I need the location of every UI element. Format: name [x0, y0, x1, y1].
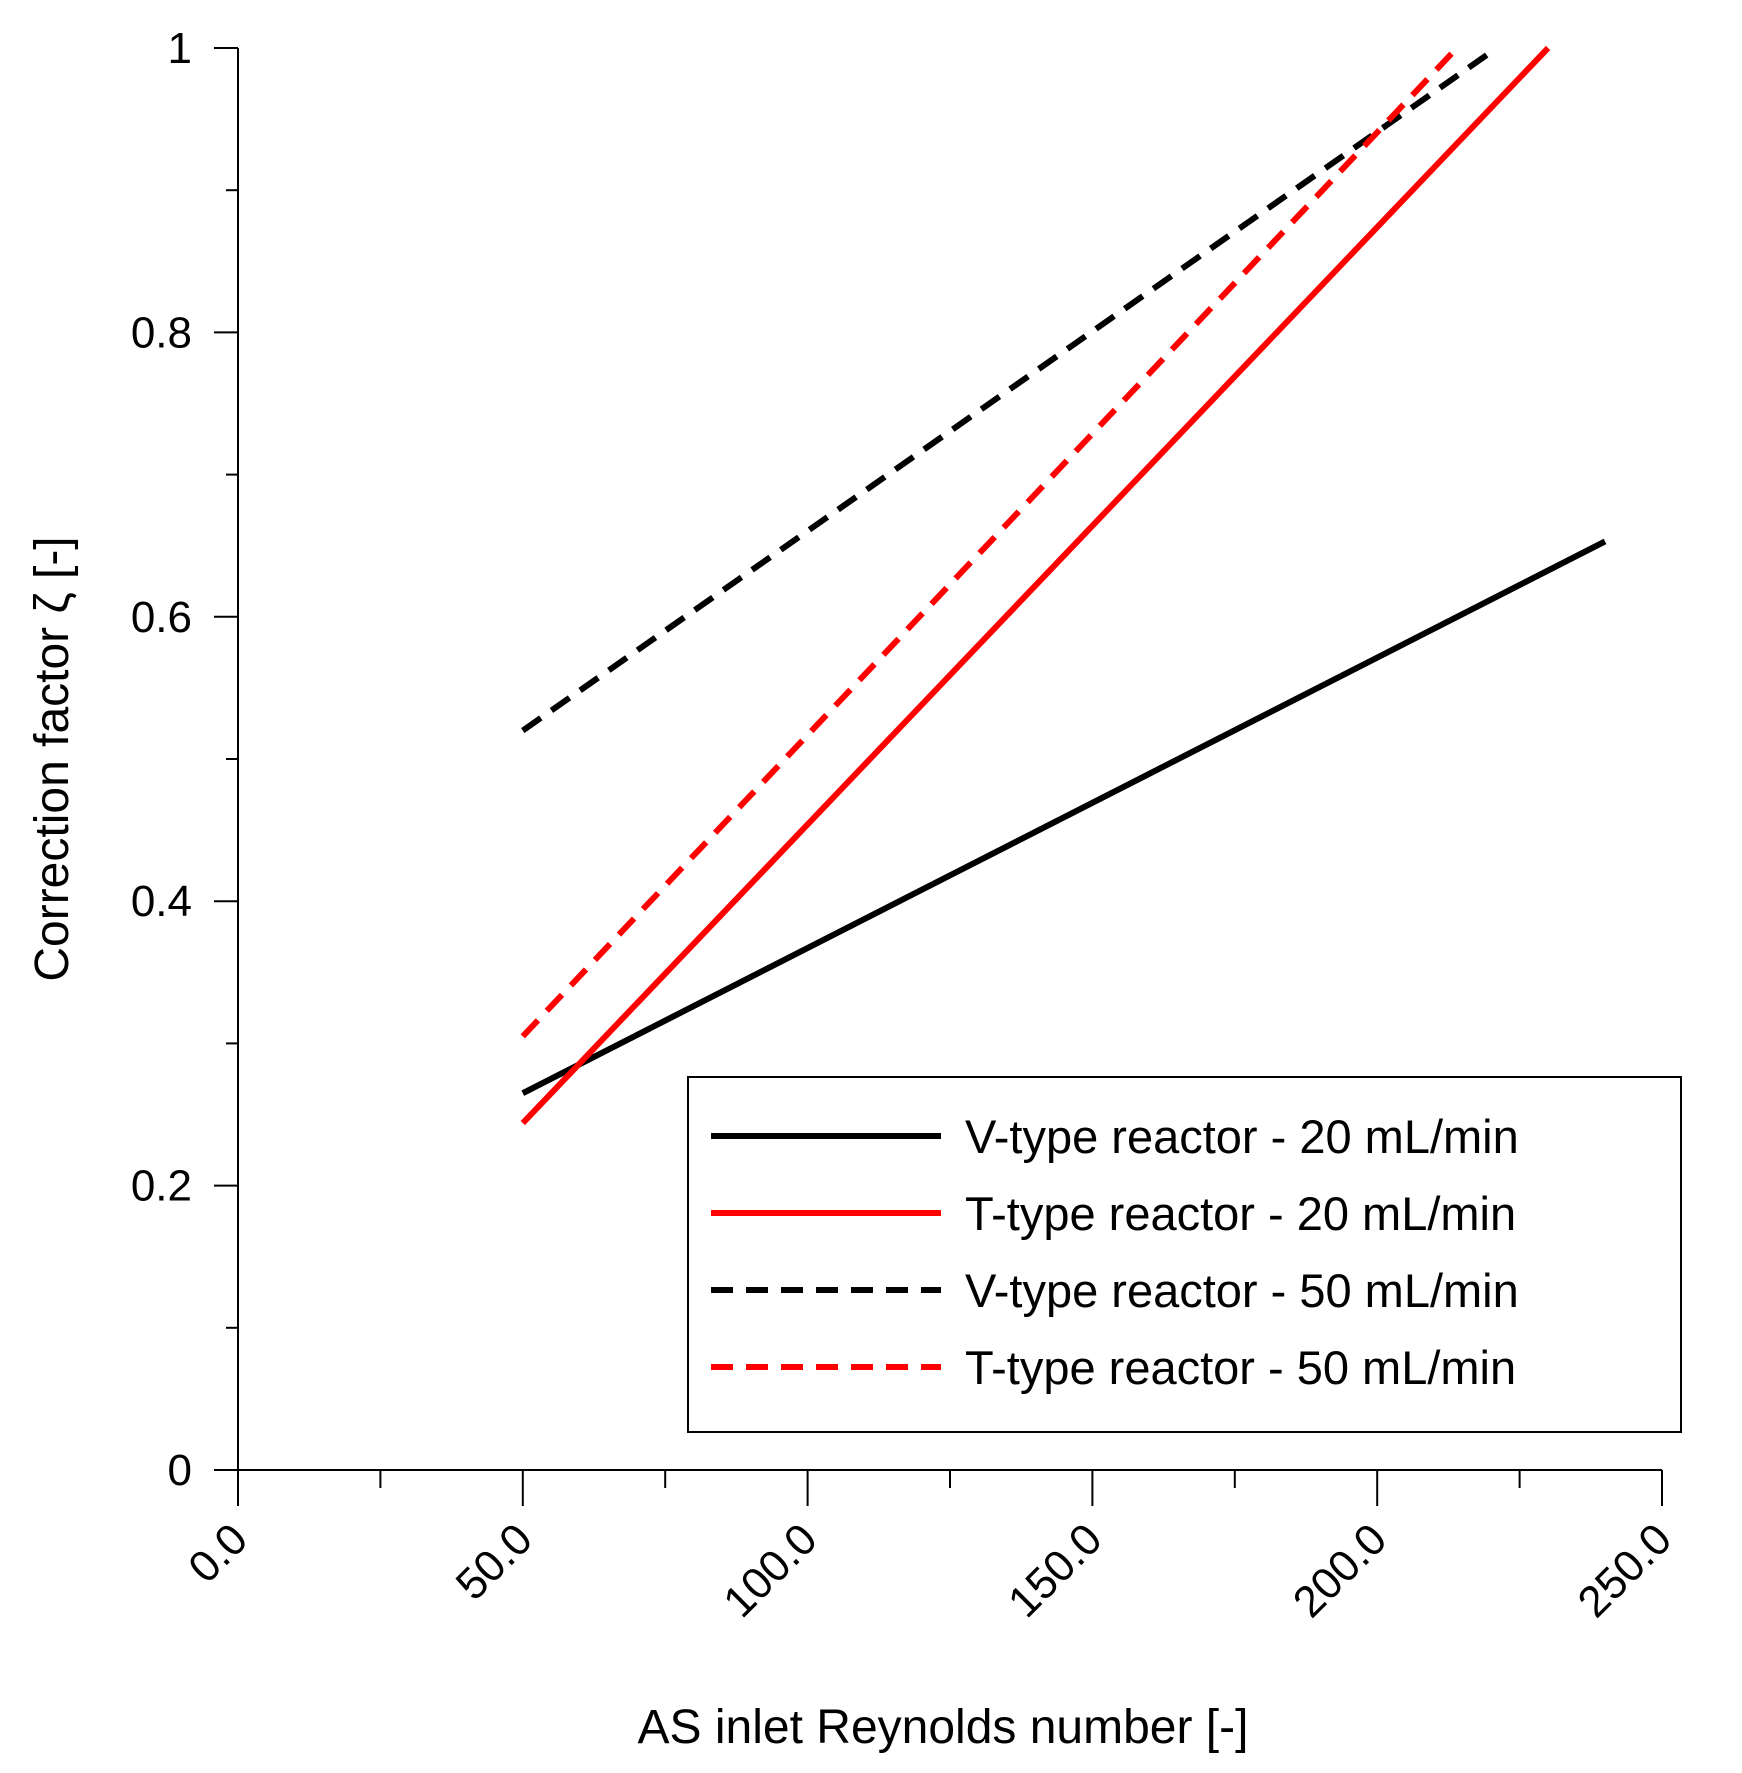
series-line-1	[521, 538, 1607, 1096]
series-line-4	[520, 45, 1460, 1039]
x-tick-label: 50.0	[447, 1514, 542, 1609]
x-tick-label: 0.0	[179, 1514, 257, 1592]
series-line-3	[521, 45, 1499, 734]
legend-label-2: T-type reactor - 20 mL/min	[965, 1187, 1516, 1240]
y-axis-title: Correction factor ζ [-]	[26, 536, 79, 981]
y-tick-label: 0.4	[131, 877, 192, 926]
y-tick-label: 0.2	[131, 1162, 192, 1211]
x-axis-title: AS inlet Reynolds number [-]	[638, 1701, 1249, 1754]
legend-label-4: T-type reactor - 50 mL/min	[965, 1341, 1516, 1394]
legend-label-3: V-type reactor - 50 mL/min	[965, 1264, 1519, 1317]
y-tick-label: 0	[168, 1446, 192, 1495]
x-tick-label: 250.0	[1569, 1514, 1682, 1627]
y-tick-label: 1	[168, 24, 192, 73]
legend: V-type reactor - 20 mL/min T-type reactor…	[687, 1076, 1682, 1433]
x-tick-label: 100.0	[714, 1514, 827, 1627]
y-tick-label: 0.8	[131, 308, 192, 357]
x-tick-label: 150.0	[999, 1514, 1112, 1627]
legend-label-1: V-type reactor - 20 mL/min	[965, 1110, 1519, 1163]
series-layer	[520, 45, 1607, 1126]
series-line-2	[520, 45, 1551, 1126]
y-tick-label: 0.6	[131, 593, 192, 642]
x-tick-label: 200.0	[1284, 1514, 1397, 1627]
